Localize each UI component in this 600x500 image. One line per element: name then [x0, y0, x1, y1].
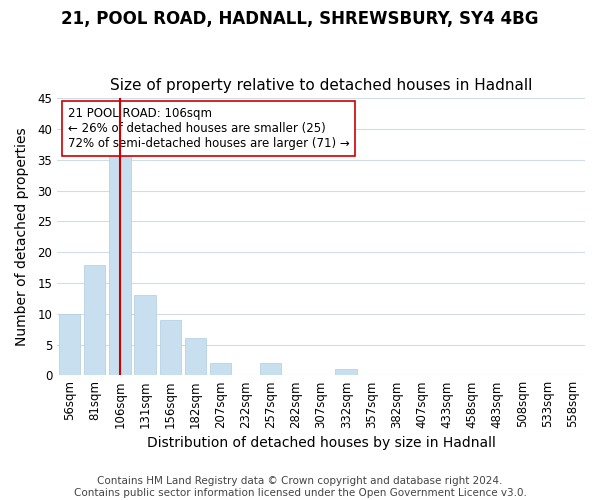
Bar	[109, 148, 131, 376]
Bar	[210, 363, 231, 376]
Text: 21, POOL ROAD, HADNALL, SHREWSBURY, SY4 4BG: 21, POOL ROAD, HADNALL, SHREWSBURY, SY4 …	[61, 10, 539, 28]
X-axis label: Distribution of detached houses by size in Hadnall: Distribution of detached houses by size …	[146, 436, 496, 450]
Bar	[84, 264, 106, 376]
Bar	[260, 363, 281, 376]
Bar	[160, 320, 181, 376]
Bar	[335, 369, 357, 376]
Title: Size of property relative to detached houses in Hadnall: Size of property relative to detached ho…	[110, 78, 532, 93]
Y-axis label: Number of detached properties: Number of detached properties	[15, 128, 29, 346]
Bar	[185, 338, 206, 376]
Bar	[134, 296, 156, 376]
Bar	[59, 314, 80, 376]
Text: Contains HM Land Registry data © Crown copyright and database right 2024.
Contai: Contains HM Land Registry data © Crown c…	[74, 476, 526, 498]
Text: 21 POOL ROAD: 106sqm
← 26% of detached houses are smaller (25)
72% of semi-detac: 21 POOL ROAD: 106sqm ← 26% of detached h…	[68, 106, 349, 150]
